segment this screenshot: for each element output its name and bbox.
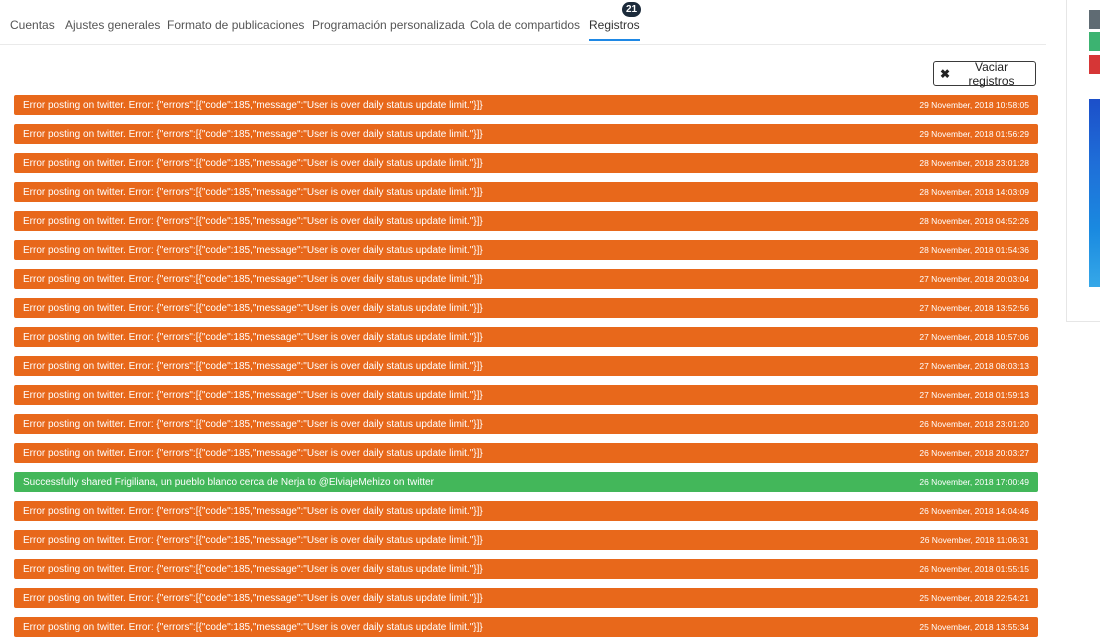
log-message: Error posting on twitter. Error: {"error… <box>23 157 483 169</box>
side-gray-button[interactable] <box>1089 10 1100 29</box>
log-date: 27 November, 2018 20:03:04 <box>919 274 1029 284</box>
log-date: 27 November, 2018 08:03:13 <box>919 361 1029 371</box>
clear-logs-button[interactable]: ✖ Vaciar registros <box>933 59 1036 88</box>
log-date: 29 November, 2018 01:56:29 <box>919 129 1029 139</box>
log-message: Error posting on twitter. Error: {"error… <box>23 331 483 343</box>
log-date: 26 November, 2018 17:00:49 <box>919 477 1029 487</box>
log-message: Error posting on twitter. Error: {"error… <box>23 447 483 459</box>
log-row: Error posting on twitter. Error: {"error… <box>14 356 1038 376</box>
log-row: Successfully shared Frigiliana, un puebl… <box>14 472 1038 492</box>
log-date: 28 November, 2018 23:01:28 <box>919 158 1029 168</box>
log-row: Error posting on twitter. Error: {"error… <box>14 124 1038 144</box>
log-date: 26 November, 2018 01:55:15 <box>919 564 1029 574</box>
side-banner-image <box>1089 99 1100 287</box>
log-message: Error posting on twitter. Error: {"error… <box>23 621 483 633</box>
log-message: Error posting on twitter. Error: {"error… <box>23 592 483 604</box>
settings-tabs: Cuentas Ajustes generales Formato de pub… <box>0 0 1046 45</box>
side-red-button[interactable] <box>1089 55 1100 74</box>
log-date: 26 November, 2018 14:04:46 <box>919 506 1029 516</box>
log-date: 28 November, 2018 01:54:36 <box>919 245 1029 255</box>
log-row: Error posting on twitter. Error: {"error… <box>14 414 1038 434</box>
close-icon: ✖ <box>940 66 951 81</box>
log-date: 28 November, 2018 14:03:09 <box>919 187 1029 197</box>
side-panel <box>1066 0 1100 322</box>
log-message: Error posting on twitter. Error: {"error… <box>23 244 483 256</box>
log-date: 25 November, 2018 13:55:34 <box>919 622 1029 632</box>
log-message: Error posting on twitter. Error: {"error… <box>23 418 483 430</box>
log-date: 26 November, 2018 23:01:20 <box>919 419 1029 429</box>
log-message: Error posting on twitter. Error: {"error… <box>23 99 483 111</box>
tab-cola-compartidos[interactable]: Cola de compartidos <box>470 18 581 32</box>
log-row: Error posting on twitter. Error: {"error… <box>14 559 1038 579</box>
log-row: Error posting on twitter. Error: {"error… <box>14 240 1038 260</box>
log-message: Error posting on twitter. Error: {"error… <box>23 360 483 372</box>
log-message: Error posting on twitter. Error: {"error… <box>23 302 483 314</box>
log-row: Error posting on twitter. Error: {"error… <box>14 385 1038 405</box>
log-message: Error posting on twitter. Error: {"error… <box>23 273 483 285</box>
log-row: Error posting on twitter. Error: {"error… <box>14 530 1038 550</box>
registros-count-badge: 21 <box>622 2 641 17</box>
log-message: Error posting on twitter. Error: {"error… <box>23 186 483 198</box>
side-green-button[interactable] <box>1089 32 1100 51</box>
log-date: 29 November, 2018 10:58:05 <box>919 100 1029 110</box>
log-row: Error posting on twitter. Error: {"error… <box>14 211 1038 231</box>
log-message: Error posting on twitter. Error: {"error… <box>23 128 483 140</box>
log-message: Error posting on twitter. Error: {"error… <box>23 563 483 575</box>
log-date: 26 November, 2018 11:06:31 <box>919 535 1029 545</box>
clear-logs-label: Vaciar registros <box>968 59 1015 88</box>
log-row: Error posting on twitter. Error: {"error… <box>14 588 1038 608</box>
log-row: Error posting on twitter. Error: {"error… <box>14 298 1038 318</box>
tab-cuentas[interactable]: Cuentas <box>10 18 55 32</box>
log-row: Error posting on twitter. Error: {"error… <box>14 443 1038 463</box>
log-date: 25 November, 2018 22:54:21 <box>919 593 1029 603</box>
log-message: Error posting on twitter. Error: {"error… <box>23 534 483 546</box>
log-row: Error posting on twitter. Error: {"error… <box>14 153 1038 173</box>
log-row: Error posting on twitter. Error: {"error… <box>14 269 1038 289</box>
log-date: 27 November, 2018 13:52:56 <box>919 303 1029 313</box>
log-message: Error posting on twitter. Error: {"error… <box>23 215 483 227</box>
log-message: Error posting on twitter. Error: {"error… <box>23 389 483 401</box>
tab-registros[interactable]: Registros <box>589 18 640 41</box>
tab-programacion-personalizada[interactable]: Programación personalizada <box>312 18 465 32</box>
log-row: Error posting on twitter. Error: {"error… <box>14 327 1038 347</box>
log-row: Error posting on twitter. Error: {"error… <box>14 95 1038 115</box>
log-row: Error posting on twitter. Error: {"error… <box>14 182 1038 202</box>
log-row: Error posting on twitter. Error: {"error… <box>14 617 1038 637</box>
tab-ajustes-generales[interactable]: Ajustes generales <box>65 18 161 32</box>
log-date: 27 November, 2018 01:59:13 <box>919 390 1029 400</box>
log-row: Error posting on twitter. Error: {"error… <box>14 501 1038 521</box>
log-date: 26 November, 2018 20:03:27 <box>919 448 1029 458</box>
log-date: 27 November, 2018 10:57:06 <box>919 332 1029 342</box>
log-message: Successfully shared Frigiliana, un puebl… <box>23 476 434 488</box>
tab-formato-publicaciones[interactable]: Formato de publicaciones <box>167 18 305 32</box>
log-list: Error posting on twitter. Error: {"error… <box>14 95 1038 643</box>
log-message: Error posting on twitter. Error: {"error… <box>23 505 483 517</box>
log-date: 28 November, 2018 04:52:26 <box>919 216 1029 226</box>
